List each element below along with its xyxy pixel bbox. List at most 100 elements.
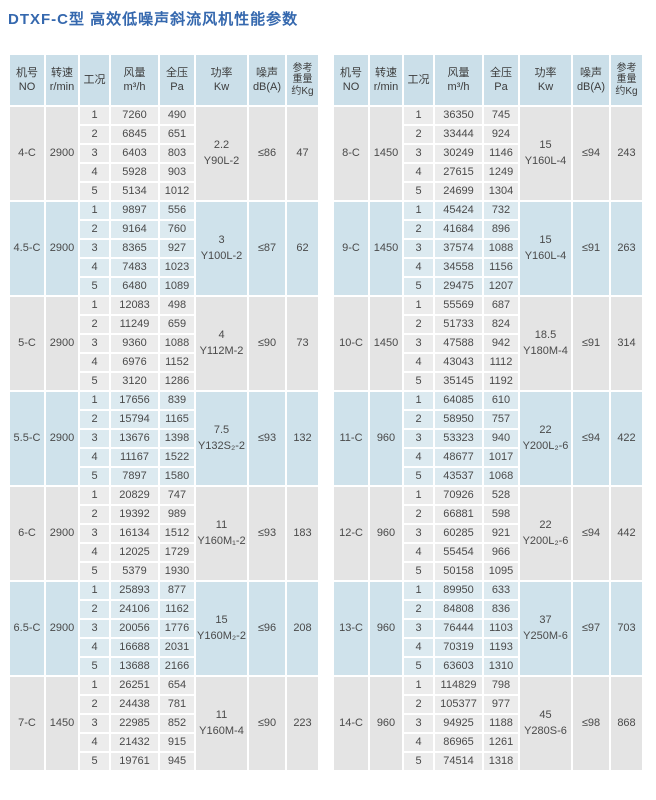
table-row: 3 53323 940 — [334, 430, 642, 447]
flow-cell: 11167 — [111, 449, 158, 466]
power-cell: 2.2 Y90L-2 — [196, 107, 247, 200]
flow-cell: 6976 — [111, 354, 158, 371]
condition-cell: 3 — [80, 715, 109, 732]
table-row: 4 48677 1017 — [334, 449, 642, 466]
flow-cell: 43537 — [435, 468, 482, 485]
column-header-speed: 转速 r/min — [370, 55, 402, 105]
flow-cell: 60285 — [435, 525, 482, 542]
condition-cell: 1 — [404, 487, 433, 504]
speed-cell: 1450 — [370, 297, 402, 390]
pressure-cell: 1729 — [160, 544, 194, 561]
condition-cell: 5 — [404, 658, 433, 675]
table-header-left: 机号 NO 转速 r/min 工况 风量 m³/h 全压 Pa 功率 Kw 噪声 dB(A) 参考 重量 约K… — [10, 55, 318, 105]
condition-cell: 5 — [80, 468, 109, 485]
pressure-cell: 1188 — [484, 715, 518, 732]
column-header-power: 功率 Kw — [520, 55, 571, 105]
flow-cell: 74514 — [435, 753, 482, 770]
speed-cell: 960 — [370, 582, 402, 675]
flow-cell: 5379 — [111, 563, 158, 580]
pressure-cell: 896 — [484, 221, 518, 238]
table-row: 6-C 2900 1 20829 747 11 Y160M₁-2 ≤93 183 — [10, 487, 318, 580]
pressure-cell: 915 — [160, 734, 194, 751]
condition-cell: 4 — [80, 259, 109, 276]
condition-cell: 5 — [80, 183, 109, 200]
speed-cell: 1450 — [46, 677, 78, 770]
table-row: 3 94925 1188 — [334, 715, 642, 732]
pressure-cell: 1103 — [484, 620, 518, 637]
weight-cell: 263 — [611, 202, 642, 295]
condition-cell: 1 — [80, 582, 109, 599]
pressure-cell: 927 — [160, 240, 194, 257]
table-row: 7-C 1450 1 26251 654 11 Y160M-4 ≤90 223 — [10, 677, 318, 770]
table-row: 6.5-C 2900 1 25893 877 15 Y160M₂-2 ≤96 208 — [10, 582, 318, 675]
condition-cell: 5 — [80, 753, 109, 770]
condition-cell: 3 — [404, 145, 433, 162]
pressure-cell: 651 — [160, 126, 194, 143]
table-row: 4 34558 1156 — [334, 259, 642, 276]
condition-cell: 4 — [80, 449, 109, 466]
flow-cell: 7897 — [111, 468, 158, 485]
table-row: 5 7897 1580 — [10, 468, 318, 485]
noise-cell: ≤96 — [249, 582, 285, 675]
flow-cell: 13676 — [111, 430, 158, 447]
condition-cell: 4 — [80, 734, 109, 751]
flow-cell: 66881 — [435, 506, 482, 523]
condition-cell: 1 — [404, 202, 433, 219]
pressure-cell: 1152 — [160, 354, 194, 371]
table-body-left: 4-C 2900 1 7260 490 2.2 Y90L-2 ≤86 47 2 6845 651 3 64… — [10, 107, 318, 770]
model-cell: 6-C — [10, 487, 44, 580]
condition-cell: 2 — [404, 316, 433, 333]
pressure-cell: 1512 — [160, 525, 194, 542]
flow-cell: 9164 — [111, 221, 158, 238]
flow-cell: 43043 — [435, 354, 482, 371]
flow-cell: 37574 — [435, 240, 482, 257]
table-row: 4 11167 1522 — [10, 449, 318, 466]
flow-cell: 30249 — [435, 145, 482, 162]
speed-cell: 2900 — [46, 107, 78, 200]
column-header-noise: 噪声 dB(A) — [249, 55, 285, 105]
condition-cell: 5 — [404, 278, 433, 295]
pressure-cell: 1207 — [484, 278, 518, 295]
table-row: 2 11249 659 — [10, 316, 318, 333]
condition-cell: 5 — [80, 278, 109, 295]
model-cell: 11-C — [334, 392, 368, 485]
pressure-cell: 824 — [484, 316, 518, 333]
pressure-cell: 798 — [484, 677, 518, 694]
flow-cell: 19761 — [111, 753, 158, 770]
column-header-cond: 工况 — [404, 55, 433, 105]
table-row: 2 9164 760 — [10, 221, 318, 238]
weight-cell: 703 — [611, 582, 642, 675]
condition-cell: 2 — [80, 316, 109, 333]
pressure-cell: 942 — [484, 335, 518, 352]
condition-cell: 5 — [404, 753, 433, 770]
condition-cell: 5 — [404, 183, 433, 200]
speed-cell: 2900 — [46, 297, 78, 390]
pressure-cell: 528 — [484, 487, 518, 504]
power-cell: 15 Y160M₂-2 — [196, 582, 247, 675]
flow-cell: 55454 — [435, 544, 482, 561]
condition-cell: 1 — [80, 297, 109, 314]
flow-cell: 11249 — [111, 316, 158, 333]
condition-cell: 1 — [404, 392, 433, 409]
flow-cell: 84808 — [435, 601, 482, 618]
table-row: 3 20056 1776 — [10, 620, 318, 637]
condition-cell: 2 — [404, 126, 433, 143]
model-cell: 4-C — [10, 107, 44, 200]
condition-cell: 1 — [80, 202, 109, 219]
table-row: 14-C 960 1 114829 798 45 Y280S-6 ≤98 868 — [334, 677, 642, 770]
condition-cell: 2 — [80, 126, 109, 143]
table-row: 10-C 1450 1 55569 687 18.5 Y180M-4 ≤91 314 — [334, 297, 642, 390]
pressure-cell: 1318 — [484, 753, 518, 770]
flow-cell: 64085 — [435, 392, 482, 409]
condition-cell: 3 — [404, 335, 433, 352]
condition-cell: 1 — [80, 107, 109, 124]
condition-cell: 1 — [80, 392, 109, 409]
noise-cell: ≤94 — [573, 392, 609, 485]
condition-cell: 3 — [404, 620, 433, 637]
condition-cell: 3 — [80, 620, 109, 637]
condition-cell: 2 — [80, 601, 109, 618]
condition-cell: 5 — [404, 468, 433, 485]
catalog-page: DTXF-C型 高效低噪声斜流风机性能参数 机号 NO 转速 r/min 工况 风量 m³/… — [0, 8, 656, 772]
flow-cell: 34558 — [435, 259, 482, 276]
table-row: 9-C 1450 1 45424 732 15 Y160L-4 ≤91 263 — [334, 202, 642, 295]
